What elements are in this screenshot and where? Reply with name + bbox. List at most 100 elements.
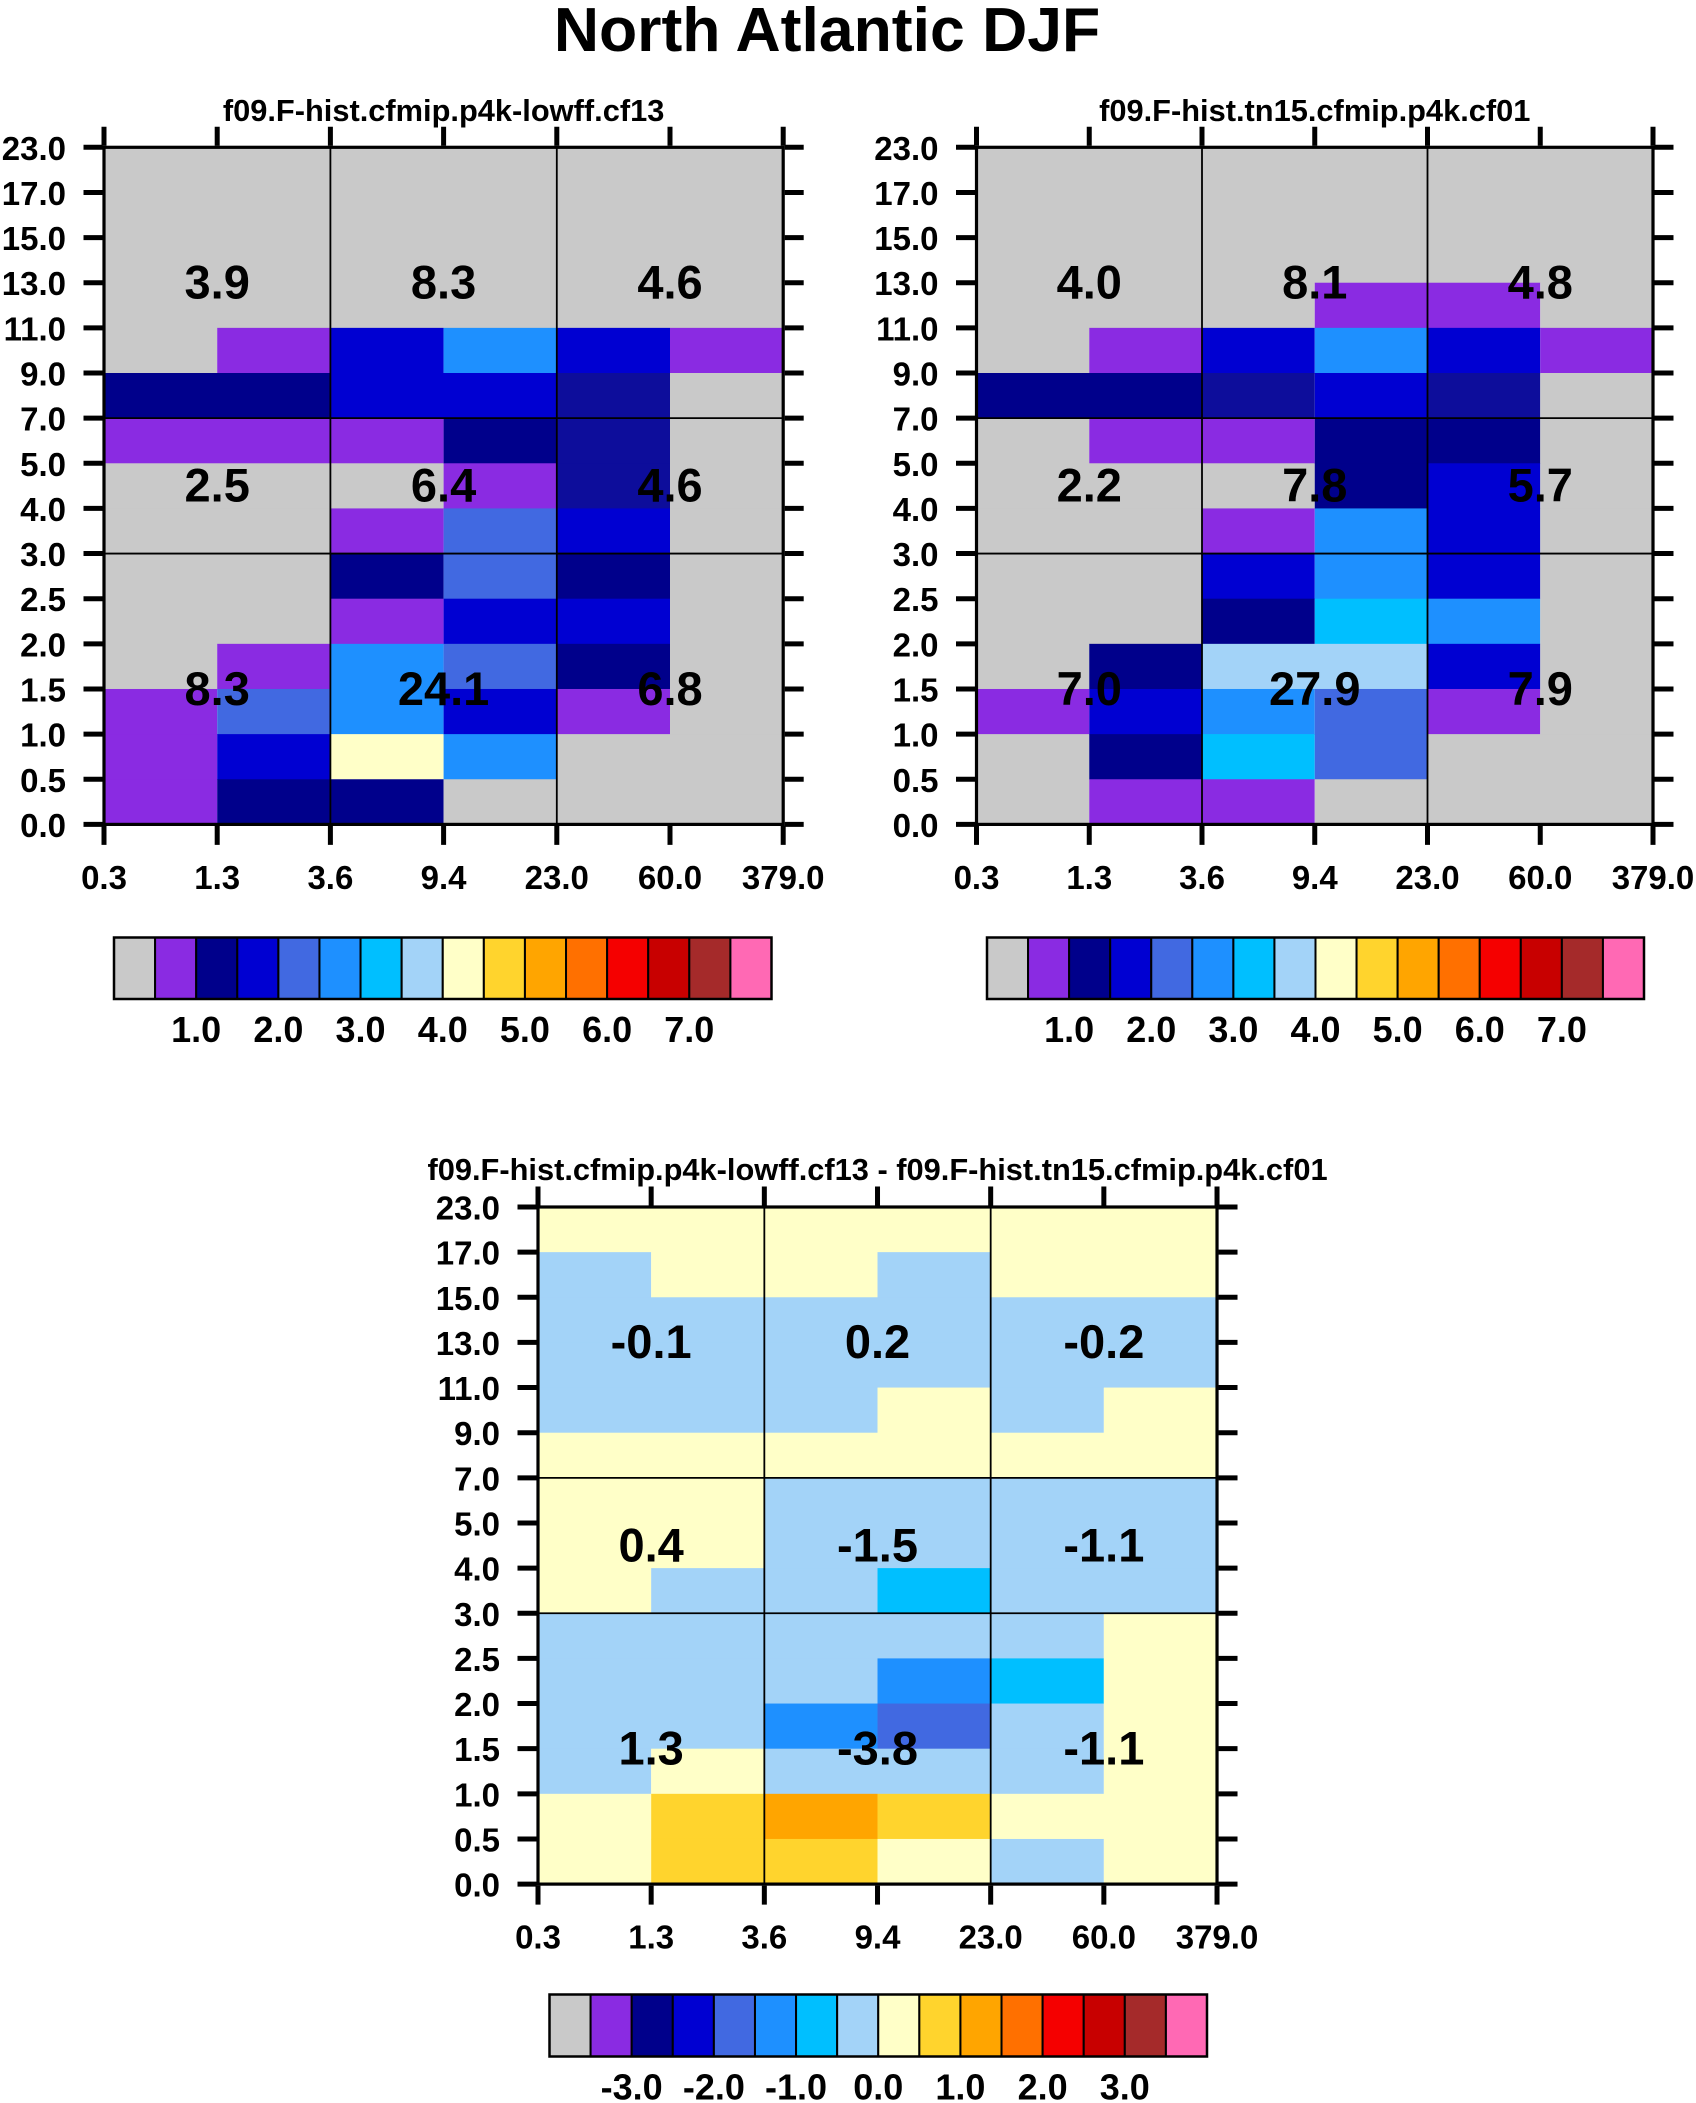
svg-text:1.0: 1.0 (20, 717, 66, 754)
svg-text:2.2: 2.2 (1057, 459, 1122, 512)
svg-text:5.0: 5.0 (893, 446, 939, 483)
svg-text:0.3: 0.3 (515, 1919, 561, 1956)
svg-text:2.0: 2.0 (893, 626, 939, 663)
svg-text:2.0: 2.0 (454, 1686, 500, 1723)
svg-text:6.4: 6.4 (411, 459, 476, 512)
svg-text:13.0: 13.0 (2, 265, 66, 302)
svg-text:3.0: 3.0 (454, 1596, 500, 1633)
svg-text:3.6: 3.6 (741, 1919, 787, 1956)
svg-text:-1.1: -1.1 (1063, 1518, 1144, 1571)
svg-text:7.0: 7.0 (664, 1009, 714, 1050)
svg-text:4.0: 4.0 (418, 1009, 468, 1050)
svg-text:379.0: 379.0 (1612, 859, 1695, 896)
svg-text:8.3: 8.3 (411, 256, 476, 309)
svg-text:-1.0: -1.0 (765, 2067, 827, 2103)
svg-text:-0.2: -0.2 (1063, 1315, 1144, 1368)
svg-text:6.0: 6.0 (582, 1009, 632, 1050)
svg-text:0.0: 0.0 (454, 1867, 500, 1904)
svg-text:1.0: 1.0 (1044, 1009, 1094, 1050)
svg-text:0.4: 0.4 (618, 1518, 683, 1571)
svg-text:1.5: 1.5 (454, 1731, 500, 1768)
svg-text:0.5: 0.5 (454, 1821, 500, 1858)
svg-text:0.0: 0.0 (853, 2067, 903, 2103)
svg-text:379.0: 379.0 (1176, 1919, 1259, 1956)
svg-text:4.8: 4.8 (1508, 256, 1573, 309)
svg-text:0.3: 0.3 (81, 859, 127, 896)
svg-text:15.0: 15.0 (436, 1280, 500, 1317)
svg-text:2.0: 2.0 (20, 626, 66, 663)
svg-text:3.6: 3.6 (307, 859, 353, 896)
svg-text:2.0: 2.0 (253, 1009, 303, 1050)
svg-text:5.0: 5.0 (500, 1009, 550, 1050)
svg-text:-1.1: -1.1 (1063, 1721, 1144, 1774)
svg-text:7.8: 7.8 (1282, 459, 1347, 512)
svg-text:4.0: 4.0 (1057, 256, 1122, 309)
svg-text:15.0: 15.0 (874, 220, 938, 257)
svg-text:60.0: 60.0 (1508, 859, 1572, 896)
svg-text:9.4: 9.4 (855, 1919, 902, 1956)
svg-text:2.0: 2.0 (1126, 1009, 1176, 1050)
svg-text:1.5: 1.5 (893, 671, 939, 708)
svg-text:1.3: 1.3 (194, 859, 240, 896)
svg-text:9.0: 9.0 (454, 1415, 500, 1452)
svg-text:0.0: 0.0 (20, 807, 66, 844)
svg-text:17.0: 17.0 (874, 175, 938, 212)
svg-text:2.5: 2.5 (185, 459, 250, 512)
svg-text:3.9: 3.9 (185, 256, 250, 309)
svg-text:9.4: 9.4 (421, 859, 468, 896)
svg-text:3.0: 3.0 (1208, 1009, 1258, 1050)
svg-text:11.0: 11.0 (438, 1370, 500, 1407)
svg-text:1.0: 1.0 (454, 1776, 500, 1813)
svg-text:7.0: 7.0 (1537, 1009, 1587, 1050)
svg-text:60.0: 60.0 (638, 859, 702, 896)
svg-text:11.0: 11.0 (876, 310, 938, 347)
svg-text:7.0: 7.0 (1057, 662, 1122, 715)
svg-text:2.5: 2.5 (20, 581, 66, 618)
svg-text:-3.8: -3.8 (837, 1721, 918, 1774)
svg-text:2.0: 2.0 (1018, 2067, 1068, 2103)
svg-text:11.0: 11.0 (4, 310, 66, 347)
svg-text:-1.5: -1.5 (837, 1518, 918, 1571)
svg-text:1.3: 1.3 (618, 1721, 683, 1774)
svg-text:5.7: 5.7 (1508, 459, 1573, 512)
svg-text:23.0: 23.0 (874, 130, 938, 167)
svg-text:379.0: 379.0 (742, 859, 825, 896)
svg-text:23.0: 23.0 (436, 1190, 500, 1227)
svg-text:-0.1: -0.1 (611, 1315, 692, 1368)
svg-text:3.0: 3.0 (1100, 2067, 1150, 2103)
svg-text:5.0: 5.0 (1373, 1009, 1423, 1050)
svg-text:9.4: 9.4 (1292, 859, 1339, 896)
svg-text:4.6: 4.6 (637, 459, 702, 512)
svg-text:8.1: 8.1 (1282, 256, 1347, 309)
svg-text:3.6: 3.6 (1179, 859, 1225, 896)
svg-text:0.2: 0.2 (845, 1315, 910, 1368)
svg-text:7.0: 7.0 (454, 1460, 500, 1497)
svg-text:1.3: 1.3 (628, 1919, 674, 1956)
svg-text:0.3: 0.3 (954, 859, 1000, 896)
svg-text:4.6: 4.6 (637, 256, 702, 309)
svg-text:1.3: 1.3 (1066, 859, 1112, 896)
svg-text:24.1: 24.1 (398, 662, 489, 715)
svg-text:4.0: 4.0 (20, 491, 66, 528)
svg-text:23.0: 23.0 (1395, 859, 1459, 896)
svg-text:27.9: 27.9 (1269, 662, 1360, 715)
svg-text:2.5: 2.5 (893, 581, 939, 618)
svg-text:0.0: 0.0 (893, 807, 939, 844)
svg-text:15.0: 15.0 (2, 220, 66, 257)
svg-text:0.5: 0.5 (893, 762, 939, 799)
svg-text:f09.F-hist.cfmip.p4k-lowff.cf1: f09.F-hist.cfmip.p4k-lowff.cf13 - f09.F-… (427, 1152, 1327, 1187)
svg-text:23.0: 23.0 (959, 1919, 1023, 1956)
svg-text:f09.F-hist.cfmip.p4k-lowff.cf1: f09.F-hist.cfmip.p4k-lowff.cf13 (223, 93, 665, 128)
svg-text:7.0: 7.0 (893, 401, 939, 438)
svg-text:17.0: 17.0 (436, 1235, 500, 1272)
svg-text:13.0: 13.0 (874, 265, 938, 302)
svg-text:-2.0: -2.0 (683, 2067, 745, 2103)
svg-text:-3.0: -3.0 (601, 2067, 663, 2103)
svg-text:7.9: 7.9 (1508, 662, 1573, 715)
svg-text:6.0: 6.0 (1455, 1009, 1505, 1050)
svg-text:5.0: 5.0 (454, 1505, 500, 1542)
svg-text:1.0: 1.0 (171, 1009, 221, 1050)
svg-text:5.0: 5.0 (20, 446, 66, 483)
svg-text:2.5: 2.5 (454, 1641, 500, 1678)
svg-text:1.0: 1.0 (935, 2067, 985, 2103)
